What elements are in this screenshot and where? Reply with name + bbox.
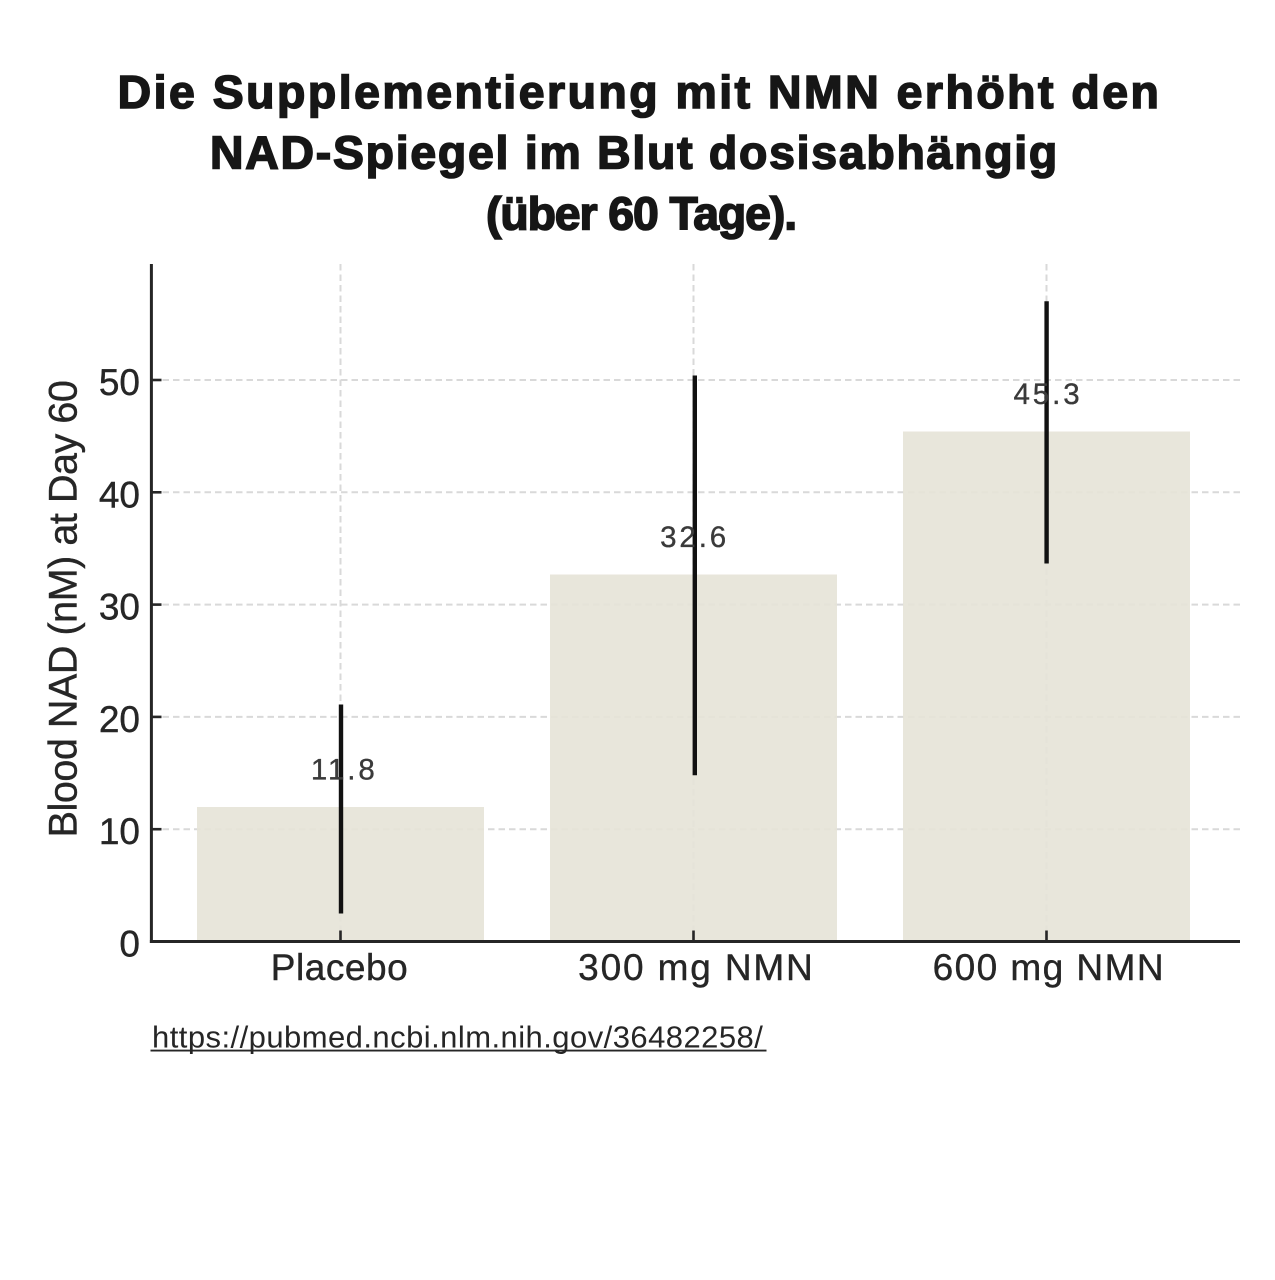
svg-text:https://pubmed.ncbi.nlm.nih.go: https://pubmed.ncbi.nlm.nih.gov/36482258… (152, 1020, 763, 1055)
svg-text:600 mg NMN: 600 mg NMN (933, 947, 1165, 988)
svg-text:32.6: 32.6 (660, 521, 729, 554)
svg-text:20: 20 (99, 699, 140, 740)
svg-text:10: 10 (99, 811, 140, 852)
svg-text:Die Supplementierung mit NMN e: Die Supplementierung mit NMN erhöht den (118, 66, 1162, 118)
svg-text:NAD-Spiegel im Blut dosisabhän: NAD-Spiegel im Blut dosisabhängig (210, 127, 1059, 179)
svg-text:0: 0 (119, 924, 140, 965)
svg-text:50: 50 (99, 362, 140, 403)
svg-text:300 mg NMN: 300 mg NMN (578, 947, 814, 988)
svg-text:Blood NAD (nM) at Day 60: Blood NAD (nM) at Day 60 (42, 381, 86, 838)
svg-text:45.3: 45.3 (1013, 378, 1082, 411)
svg-text:11.8: 11.8 (311, 754, 378, 787)
svg-text:(über 60 Tage).: (über 60 Tage). (486, 187, 796, 239)
svg-text:Placebo: Placebo (271, 947, 409, 988)
svg-text:30: 30 (99, 587, 140, 628)
svg-text:40: 40 (99, 474, 140, 515)
